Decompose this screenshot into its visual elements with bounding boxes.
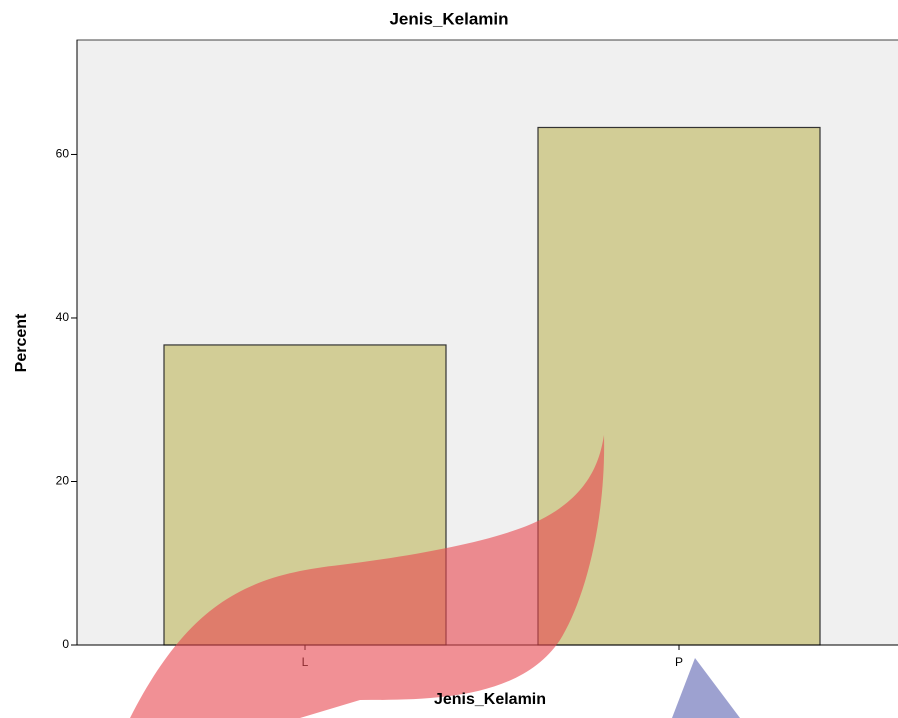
x-tick-label: P xyxy=(675,655,683,669)
marks: 0204060LP xyxy=(56,40,898,669)
watermark-swoosh xyxy=(130,435,605,718)
y-tick-label: 20 xyxy=(56,474,70,488)
y-tick-label: 40 xyxy=(56,310,70,324)
watermark-triangle xyxy=(672,658,740,718)
y-tick-label: 0 xyxy=(62,637,69,651)
chart-title: Jenis_Kelamin xyxy=(389,9,508,28)
x-axis-title: Jenis_Kelamin xyxy=(434,691,546,708)
y-tick-label: 60 xyxy=(56,147,70,161)
y-axis-title: Percent xyxy=(13,313,30,372)
